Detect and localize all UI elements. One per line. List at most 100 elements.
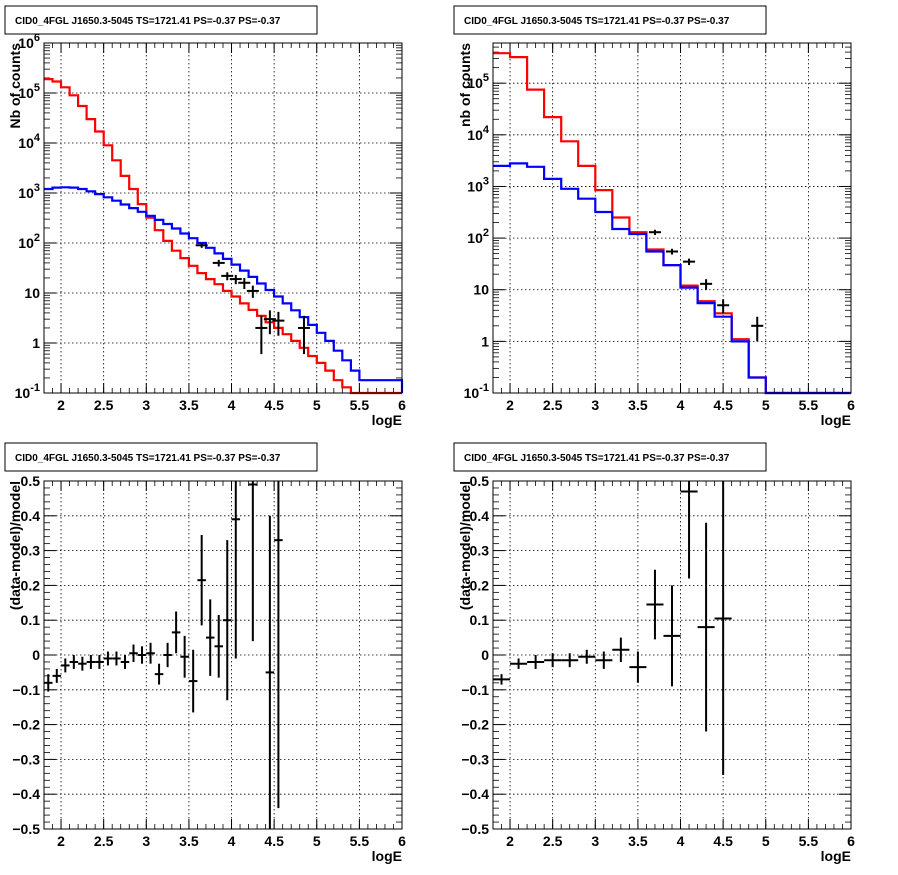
y-tick-label: 10 [473,282,489,298]
y-tick-label: 0.4 [470,508,490,524]
x-tick-label: 4.5 [713,397,733,413]
x-tick-label: 4 [677,833,685,849]
y-tick-label: −0.3 [461,751,489,767]
y-tick-label: 0.2 [470,577,490,593]
y-tick-label: 0 [481,647,489,663]
y-tick-label: −0.4 [461,786,489,802]
y-tick-label: 1 [481,333,489,349]
y-tick-label: 104 [467,124,490,143]
y-tick-label: 103 [467,175,489,194]
chart-title-box [4,442,318,472]
chart-panel-3: 2 2.5 3 3.5 4 4.5 5 5.5 6 −0.5 −0.4 −0.3 −0.2 −0.1 0 0.… [4,442,406,864]
x-tick-label: 2.5 [94,833,114,849]
chart-panel-2: 2 2.5 3 3.5 4 4.5 5 5.5 6 10-1 1 10 102 103 104 105 logE… [453,5,855,428]
x-tick-label: 3.5 [628,397,648,413]
x-tick-label: 5.5 [799,833,819,849]
x-tick-label: 6 [398,833,406,849]
chart-title: CID0_4FGL J1650.3-5045 TS=1721.41 PS=-0.… [464,453,730,464]
chart-title: CID0_4FGL J1650.3-5045 TS=1721.41 PS=-0.… [464,16,730,27]
y-tick-label: 0 [32,647,40,663]
y-tick-label: −0.4 [12,786,40,802]
histogram-series-2 [493,162,851,395]
plot-frame [43,42,403,394]
x-tick-label: 4.5 [713,833,733,849]
y-tick-label: 0.3 [470,543,490,559]
y-tick-label: 105 [18,82,40,101]
x-tick-label: 4 [677,397,685,413]
y-tick-label: 0.5 [470,473,490,489]
y-axis-label: nb of counts [457,43,473,127]
y-tick-label: 104 [18,132,41,151]
y-tick-label: −0.5 [12,821,40,837]
x-tick-label: 2.5 [543,833,563,849]
x-tick-label: 3 [591,397,599,413]
y-tick-label: 102 [18,232,40,251]
x-tick-label: 2.5 [543,397,563,413]
chart-panel-1: 2 2.5 3 3.5 4 4.5 5 5.5 6 10-1 1 10 102 103 104 105 106 l… [4,5,406,428]
chart-title: CID0_4FGL J1650.3-5045 TS=1721.41 PS=-0.… [15,16,281,27]
y-tick-label: 0.2 [21,577,41,593]
y-tick-label: 102 [467,227,489,246]
x-tick-label: 2 [506,397,514,413]
x-tick-label: 6 [398,397,406,413]
x-tick-label: 5 [313,833,321,849]
y-tick-label: 0.1 [21,612,41,628]
x-tick-label: 5.5 [350,397,370,413]
x-tick-label: 5 [313,397,321,413]
x-tick-label: 2 [506,833,514,849]
y-tick-label: −0.1 [12,682,40,698]
x-tick-label: 3 [142,397,150,413]
y-tick-label: −0.2 [12,717,40,733]
y-tick-label: 10 [24,285,40,301]
x-tick-label: 3.5 [179,833,199,849]
x-tick-label: 5 [762,397,770,413]
x-axis-label: logE [821,848,851,864]
y-tick-label: −0.2 [461,717,489,733]
x-axis-label: logE [821,412,851,428]
chart-panel-4: 2 2.5 3 3.5 4 4.5 5 5.5 6 −0.5 −0.4 −0.3 −0.2 −0.1 0 0.… [453,442,855,864]
x-tick-label: 3 [142,833,150,849]
y-tick-label: 0.5 [21,473,41,489]
x-tick-label: 6 [847,397,855,413]
histogram-series-1 [44,78,402,395]
y-tick-label: −0.1 [461,682,489,698]
y-tick-label: 103 [18,182,40,201]
histogram-series-2 [44,186,404,393]
y-tick-label: −0.3 [12,751,40,767]
x-tick-label: 3.5 [179,397,199,413]
x-tick-label: 4 [228,833,236,849]
y-tick-label: 106 [18,32,40,51]
x-tick-label: 2 [57,833,65,849]
plot-frame [43,480,403,830]
plot-area [44,43,402,393]
x-tick-label: 6 [847,833,855,849]
y-tick-label: 10-1 [464,382,489,401]
x-tick-label: 2 [57,397,65,413]
chart-title-box [453,442,767,472]
x-tick-label: 3.5 [628,833,648,849]
x-tick-label: 5 [762,833,770,849]
x-axis-label: logE [372,412,402,428]
y-axis-label: (data-model)/model [7,481,23,610]
y-tick-label: 1 [32,335,40,351]
y-tick-label: −0.5 [461,821,489,837]
chart-title-box [453,5,767,35]
y-axis-label: (data-model)/model [457,481,473,610]
y-tick-label: 0.3 [21,543,41,559]
plot-frame [492,42,852,394]
x-axis-label: logE [372,848,402,864]
chart-title: CID0_4FGL J1650.3-5045 TS=1721.41 PS=-0.… [15,453,281,464]
x-tick-label: 2.5 [94,397,114,413]
x-tick-label: 5.5 [350,833,370,849]
plot-frame [492,480,852,830]
y-tick-label: 105 [467,72,489,91]
y-tick-label: 0.1 [470,612,490,628]
x-tick-label: 5.5 [799,397,819,413]
y-tick-label: 10-1 [15,382,40,401]
y-axis-label: Nb of counts [7,43,23,129]
x-tick-label: 4 [228,397,236,413]
y-tick-label: 0.4 [21,508,41,524]
plot-area [493,43,851,393]
x-tick-label: 4.5 [264,833,284,849]
